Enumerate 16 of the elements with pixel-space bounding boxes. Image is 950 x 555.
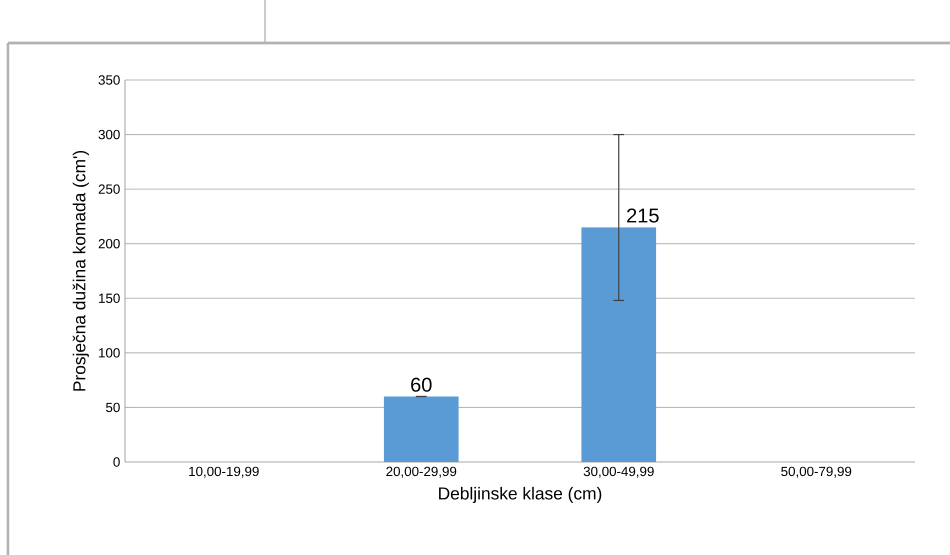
y-tick-label: 200 xyxy=(98,238,120,248)
y-tick-label: 350 xyxy=(98,75,120,85)
x-tick-label: 10,00-19,99 xyxy=(189,466,259,478)
y-tick-label: 50 xyxy=(106,402,120,412)
y-tick-label: 300 xyxy=(98,130,120,140)
y-tick-label: 250 xyxy=(98,184,120,194)
y-tick-label: 100 xyxy=(99,348,120,358)
x-tick-label: 20,00-29,99 xyxy=(386,466,456,478)
data-label: 215 xyxy=(627,208,659,223)
y-axis-title: Prosječna dužina komada (cm') xyxy=(72,150,89,391)
y-tick-label: 150 xyxy=(99,294,120,303)
y-tick-label: 0 xyxy=(113,457,120,467)
x-tick-label: 30,00-49,99 xyxy=(584,466,654,478)
x-axis-title: Debljinske klase (cm) xyxy=(439,486,602,504)
x-tick-label: 50,00-79,99 xyxy=(781,466,852,478)
data-label: 60 xyxy=(411,378,432,392)
